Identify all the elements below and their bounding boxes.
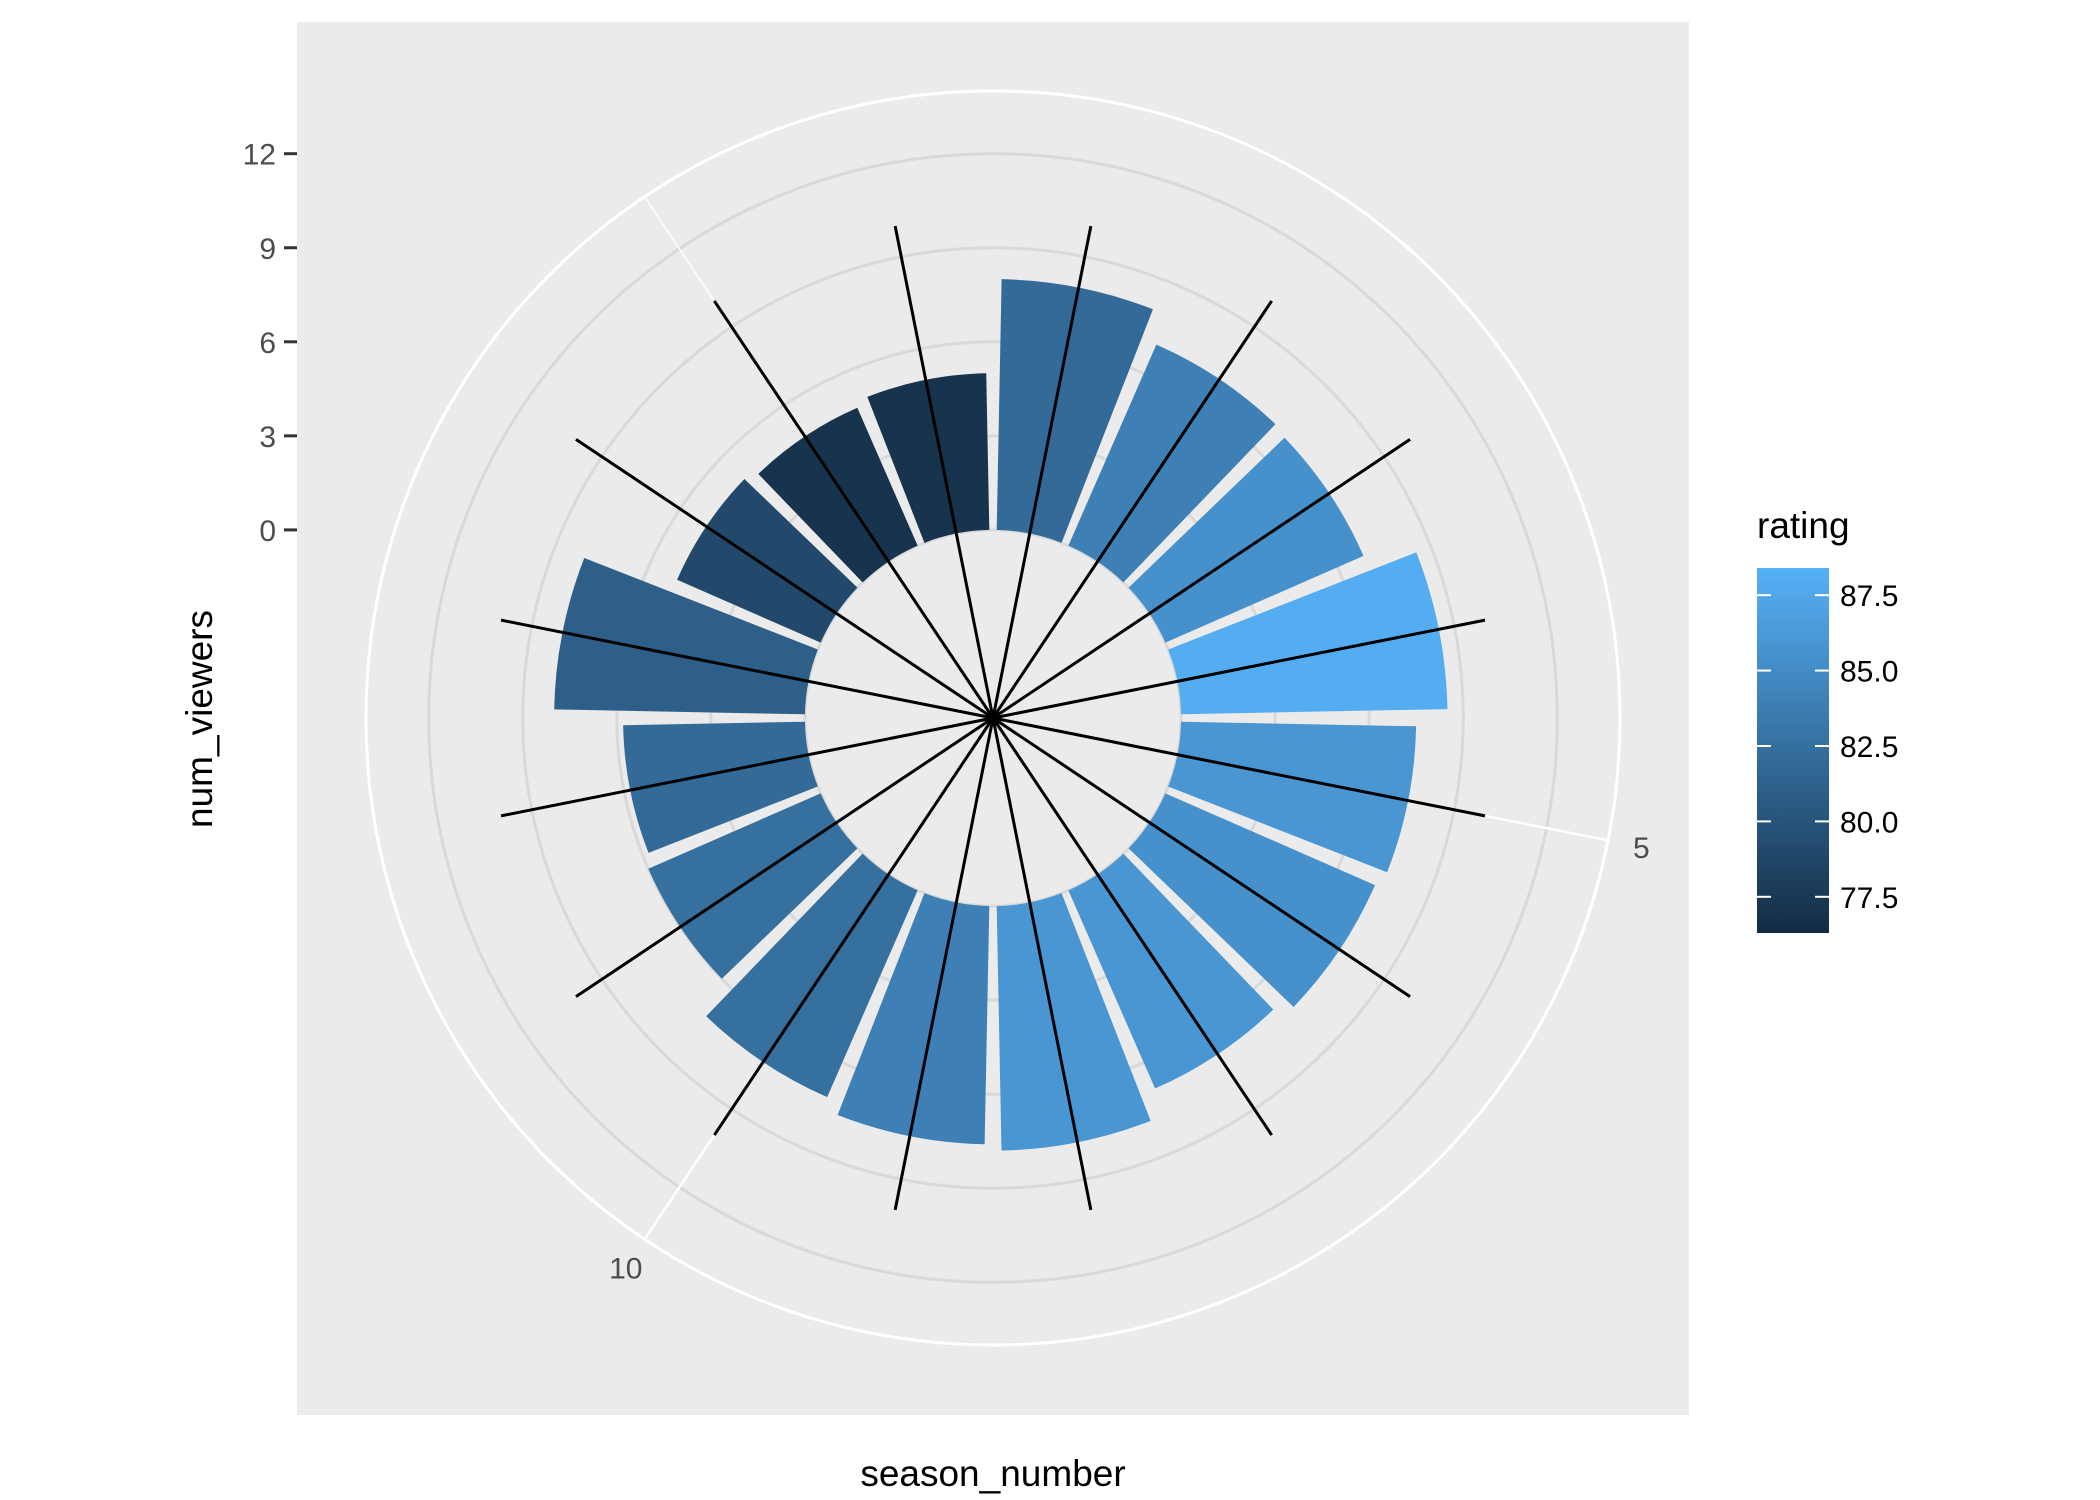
legend-label: 87.5	[1840, 580, 1898, 613]
error-line-season-13	[500, 618, 994, 720]
legend: rating 87.5 85.0 82.5 80.0 77.5	[1757, 505, 1898, 933]
bar-season-13	[554, 558, 818, 715]
error-line-season-9	[893, 717, 995, 1211]
x-axis-title: season_number	[860, 1453, 1125, 1494]
x-tick-label: 10	[609, 1253, 642, 1286]
error-line-season-7	[991, 717, 1273, 1136]
grid-ring	[521, 246, 1465, 1190]
bar-season-10	[706, 853, 918, 1098]
y-tick-label: 9	[259, 233, 276, 266]
bar-season-9	[837, 893, 990, 1145]
error-line-season-2	[991, 300, 1273, 719]
bar-season-8	[996, 893, 1151, 1151]
grid-ring	[803, 528, 1183, 908]
grid-ring	[615, 340, 1371, 1096]
y-axis-title: num_viewers	[179, 610, 220, 828]
error-line-season-4	[992, 618, 1486, 720]
legend-title: rating	[1757, 505, 1850, 546]
bar-season-4	[1168, 552, 1448, 715]
legend-colorbar	[1757, 568, 1829, 933]
error-line-season-5	[992, 716, 1486, 818]
y-tick-label: 12	[243, 139, 276, 172]
bar-season-11	[648, 793, 858, 979]
bar-season-2	[1068, 344, 1276, 583]
error-line-season-8	[991, 717, 1093, 1211]
error-line-season-12	[500, 716, 994, 818]
error-line-season-11	[575, 716, 994, 998]
bar-season-16	[867, 373, 990, 543]
bar-season-14	[677, 478, 858, 643]
y-tick-label: 3	[259, 421, 276, 454]
grid-ring	[427, 152, 1559, 1284]
y-axis: 12 9 6 3 0	[243, 139, 297, 548]
bar-season-3	[1128, 437, 1364, 643]
bar-season-7	[1068, 853, 1274, 1089]
legend-label: 80.0	[1840, 806, 1898, 839]
error-line-season-14	[575, 438, 994, 720]
bar-season-1	[996, 279, 1153, 543]
error-layer	[500, 225, 1486, 1211]
bar-layer	[554, 279, 1448, 1151]
x-tick-label: 5	[1633, 832, 1650, 865]
bar-season-5	[1168, 721, 1417, 873]
y-tick-label: 6	[259, 327, 276, 360]
bar-season-15	[758, 407, 918, 583]
grid-ring-outer	[364, 89, 1622, 1347]
error-line-season-15	[713, 300, 995, 719]
error-line-season-3	[992, 438, 1411, 720]
legend-label: 85.0	[1840, 656, 1898, 689]
error-line-season-6	[992, 716, 1411, 998]
legend-label: 82.5	[1840, 731, 1898, 764]
error-line-season-1	[991, 225, 1093, 719]
legend-ticks: 87.5 85.0 82.5 80.0 77.5	[1757, 580, 1898, 915]
error-line-season-10	[713, 717, 995, 1136]
bar-season-6	[1128, 793, 1376, 1007]
bar-season-12	[623, 721, 818, 853]
legend-label: 77.5	[1840, 882, 1898, 915]
y-tick-label: 0	[259, 515, 276, 548]
error-line-season-16	[893, 225, 995, 719]
grid-ring	[709, 434, 1277, 1002]
x-axis-ticks: 5 10	[609, 832, 1650, 1286]
